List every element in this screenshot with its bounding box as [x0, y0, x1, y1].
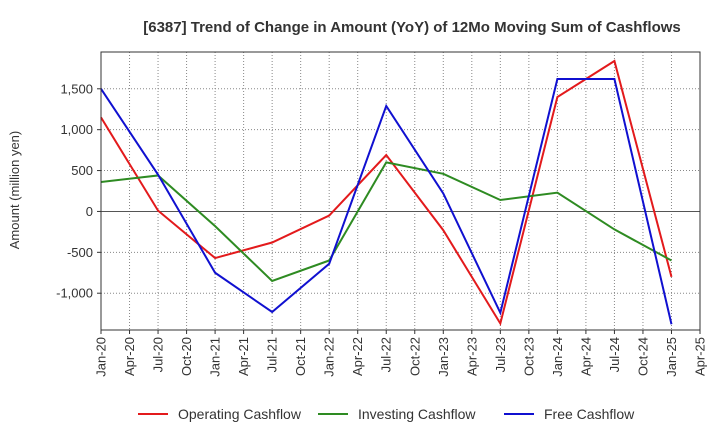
- x-tick-label: Jan-24: [550, 337, 565, 377]
- x-tick-label: Jan-23: [436, 337, 451, 377]
- x-tick-label: Jul-24: [607, 337, 622, 372]
- x-tick-label: Jul-22: [379, 337, 394, 372]
- y-axis-ticks: 1,500 1,000 500 0 -500 -1,000: [56, 81, 101, 301]
- y-tick-label: 1,000: [60, 122, 93, 137]
- chart-title: [6387] Trend of Change in Amount (YoY) o…: [143, 19, 681, 36]
- x-tick-label: Apr-22: [350, 337, 365, 376]
- series-line-free-cashflow: [100, 77, 673, 325]
- grid-lines: [101, 52, 700, 330]
- x-axis-ticks: Jan-20 Apr-20 Jul-20 Oct-20 Jan-21 Apr-21 Jul-…: [94, 330, 708, 377]
- x-tick-label: Jan-20: [94, 337, 109, 377]
- legend-label: Investing Cashflow: [358, 406, 476, 422]
- x-tick-label: Apr-24: [578, 337, 593, 376]
- y-tick-label: -1,000: [56, 286, 93, 301]
- legend: Operating Cashflow Investing Cashflow Free…: [138, 406, 635, 422]
- y-tick-label: 500: [71, 163, 93, 178]
- x-tick-label: Jul-20: [151, 337, 166, 372]
- x-tick-label: Apr-20: [122, 337, 137, 376]
- y-tick-label: -500: [67, 245, 93, 260]
- x-tick-label: Jan-21: [208, 337, 223, 377]
- series-lines: [100, 59, 673, 327]
- legend-label: Operating Cashflow: [178, 406, 302, 422]
- x-tick-label: Jan-22: [322, 337, 337, 377]
- y-axis-label: Amount (million yen): [7, 131, 22, 250]
- x-tick-label: Apr-23: [464, 337, 479, 376]
- x-tick-label: Oct-22: [407, 337, 422, 376]
- x-tick-label: Oct-20: [179, 337, 194, 376]
- x-tick-label: Oct-24: [635, 337, 650, 376]
- legend-label: Free Cashflow: [544, 406, 635, 422]
- x-tick-label: Jan-25: [664, 337, 679, 377]
- x-tick-label: Oct-23: [521, 337, 536, 376]
- x-tick-label: Jul-21: [265, 337, 280, 372]
- plot-area-frame: [100, 51, 701, 331]
- y-tick-label: 1,500: [60, 81, 93, 96]
- series-line-investing-cashflow: [100, 161, 672, 283]
- x-tick-label: Apr-25: [693, 337, 708, 376]
- series-line-operating-cashflow: [100, 59, 673, 327]
- x-tick-label: Jul-23: [493, 337, 508, 372]
- x-tick-label: Apr-21: [236, 337, 251, 376]
- y-tick-label: 0: [86, 204, 93, 219]
- x-tick-label: Oct-21: [293, 337, 308, 376]
